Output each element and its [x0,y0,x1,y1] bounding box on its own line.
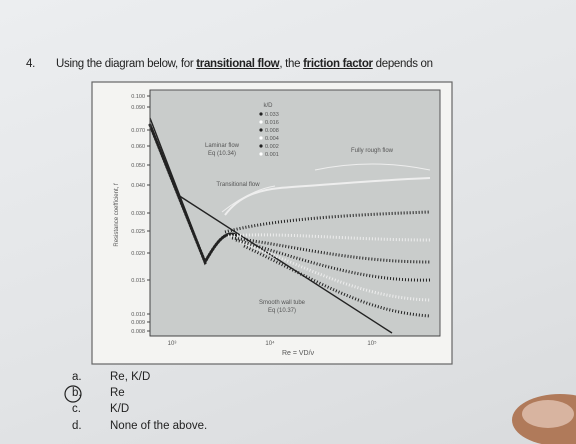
annotation: Eq (10.37) [268,308,296,314]
option: d. None of the above. [72,420,207,432]
rough-curve [243,244,431,318]
y-tick-label: 0.020 [131,251,145,257]
rough-curve [231,236,431,264]
y-axis-label: Resistance coefficient, f [114,183,120,247]
option: b. Re [72,387,125,399]
x-tick-label: 10⁵ [367,340,377,347]
question: 4. Using the diagram below, for transitio… [26,58,433,70]
annotation: Smooth wall tube [259,300,306,306]
legend-marker [259,128,263,132]
curves [148,117,431,334]
legend-item: 0.033 [265,112,279,118]
y-tick-label: 0.030 [131,211,145,217]
y-tick-label: 0.008 [131,329,145,335]
annotation: Eq (10.34) [208,151,236,157]
legend-item: 0.016 [265,120,279,126]
brace [314,163,431,171]
rough-curve [239,240,431,302]
option-text: K/D [110,403,130,415]
y-tick-label: 0.100 [131,94,145,100]
legend-marker [259,152,263,156]
legend-item: 0.001 [265,152,279,158]
legend-marker [259,144,263,148]
brace [221,185,276,213]
rough-curve [227,233,431,242]
y-tick-label: 0.060 [131,144,145,150]
annotation: Transitional flow [216,182,260,188]
legend-item: 0.004 [265,136,279,142]
annotation: Fully rough flow [351,148,394,154]
question-text: depends on [372,58,433,70]
y-tick-label: 0.050 [131,163,145,169]
legend-item: 0.002 [265,144,279,150]
y-tick-label: 0.009 [131,320,145,326]
smooth-line [177,194,393,334]
y-tick-label: 0.025 [131,229,145,235]
y-tick-label: 0.070 [131,128,145,134]
fingernail [522,400,574,428]
option-letter: a. [72,371,82,383]
y-tick-label: 0.015 [131,278,145,284]
option-text: Re, K/D [110,371,151,383]
question-number: 4. [26,58,35,70]
annotation: Laminar flow [205,143,240,149]
option-letter: b. [72,387,82,399]
question-emphasis: friction factor [303,58,373,70]
legend-title: k/D [264,103,274,109]
question-emphasis: transitional flow [196,58,280,70]
option: c. K/D [72,403,129,415]
x-tick-label: 10⁴ [265,340,275,347]
x-tick-label: 10³ [168,341,177,347]
option-text: Re [110,387,125,399]
option-letter: c. [72,403,81,415]
y-tick-label: 0.040 [131,183,145,189]
question-text: , the [279,58,304,70]
option-text: None of the above. [110,420,208,432]
legend-marker [259,112,263,116]
option: a. Re, K/D [72,371,150,383]
rough-curve [224,210,431,234]
rough-curve [235,238,431,282]
legend-marker [259,120,263,124]
x-axis-label: Re = VD/ν [282,350,315,357]
answer-circle [64,385,82,403]
question-text: Using the diagram below, for [56,58,197,70]
option-letter: d. [72,420,82,432]
legend-item: 0.008 [265,128,279,134]
legend-marker [259,136,263,140]
y-tick-label: 0.090 [131,105,145,111]
rough-curve [224,177,431,216]
y-tick-label: 0.010 [131,312,145,318]
